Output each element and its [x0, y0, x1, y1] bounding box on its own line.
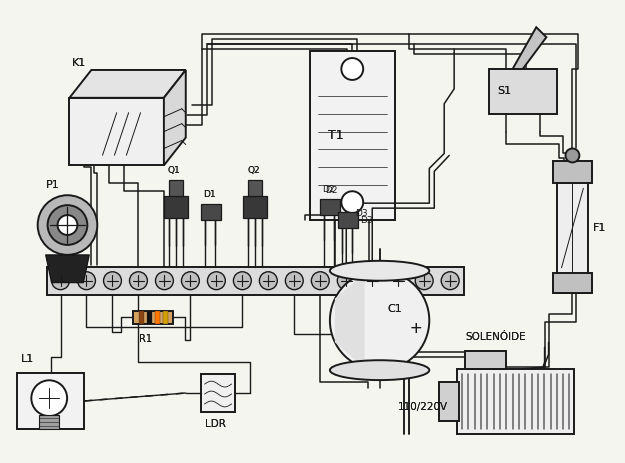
Text: C1: C1 [388, 304, 402, 313]
Text: S1: S1 [497, 86, 511, 96]
Bar [439, 382, 459, 421]
Circle shape [233, 272, 251, 290]
Text: C1: C1 [388, 304, 402, 313]
Text: Q2: Q2 [248, 166, 260, 175]
Text: SOLENÓIDE: SOLENÓIDE [465, 332, 526, 342]
Bar [552, 273, 592, 293]
Circle shape [58, 215, 78, 235]
Circle shape [566, 149, 579, 163]
Text: Q2: Q2 [248, 166, 260, 175]
Bar [489, 69, 556, 114]
Circle shape [156, 272, 173, 290]
Bar [133, 311, 173, 325]
Circle shape [341, 58, 363, 80]
Bar [201, 204, 221, 220]
Bar [338, 212, 357, 228]
Bar [155, 311, 160, 325]
Circle shape [441, 272, 459, 290]
Text: S1: S1 [497, 86, 511, 96]
Text: R1: R1 [139, 334, 152, 344]
Circle shape [311, 272, 329, 290]
Bar [47, 267, 464, 294]
Bar [457, 369, 574, 434]
Polygon shape [335, 273, 364, 368]
Text: +: + [409, 321, 422, 336]
Circle shape [389, 272, 407, 290]
Bar [169, 180, 182, 196]
Text: D1: D1 [202, 190, 215, 199]
Polygon shape [46, 255, 89, 283]
Circle shape [181, 272, 199, 290]
Text: F1: F1 [593, 223, 607, 233]
Text: P1: P1 [46, 180, 59, 190]
Text: Q1: Q1 [168, 166, 181, 175]
Bar [17, 373, 84, 429]
Text: D3: D3 [355, 209, 367, 218]
Circle shape [52, 272, 69, 290]
Text: T1: T1 [328, 129, 344, 142]
Circle shape [341, 191, 363, 213]
Text: Q1: Q1 [168, 166, 181, 175]
Bar [164, 196, 188, 218]
Text: LDR: LDR [204, 419, 226, 429]
Bar [465, 351, 506, 369]
Circle shape [104, 272, 121, 290]
Text: L1: L1 [21, 354, 34, 364]
Bar [556, 163, 588, 293]
Text: D2: D2 [322, 185, 334, 194]
Text: D1: D1 [202, 190, 215, 199]
Circle shape [259, 272, 278, 290]
Circle shape [38, 195, 98, 255]
Bar [39, 415, 59, 429]
Text: D2: D2 [325, 186, 338, 195]
Ellipse shape [330, 261, 429, 281]
Text: K1: K1 [71, 58, 86, 68]
Text: SOLENÓIDE: SOLENÓIDE [465, 332, 526, 342]
Text: T1: T1 [328, 129, 344, 142]
Ellipse shape [330, 360, 429, 380]
Bar [201, 374, 236, 412]
Text: R1: R1 [139, 334, 152, 344]
Text: LDR: LDR [204, 419, 226, 429]
Circle shape [129, 272, 148, 290]
Circle shape [415, 272, 433, 290]
Circle shape [338, 272, 355, 290]
Bar [69, 98, 164, 165]
Circle shape [78, 272, 96, 290]
Polygon shape [512, 27, 546, 69]
Polygon shape [69, 70, 186, 98]
Bar [248, 180, 262, 196]
Bar [552, 162, 592, 183]
Circle shape [286, 272, 303, 290]
Text: D3: D3 [360, 216, 372, 225]
Text: 110/220V: 110/220V [398, 402, 448, 412]
Bar [163, 311, 168, 325]
Text: F1: F1 [593, 223, 607, 233]
Text: +: + [409, 321, 422, 336]
Text: K1: K1 [71, 58, 86, 68]
Circle shape [363, 272, 381, 290]
Bar [320, 199, 340, 215]
Text: 110/220V: 110/220V [398, 402, 448, 412]
Circle shape [208, 272, 226, 290]
Bar [139, 311, 144, 325]
Circle shape [31, 380, 67, 416]
Circle shape [330, 271, 429, 370]
Bar [243, 196, 268, 218]
Polygon shape [164, 70, 186, 165]
Bar [310, 51, 394, 220]
Circle shape [48, 205, 88, 245]
Text: L1: L1 [21, 354, 34, 364]
Text: P1: P1 [46, 180, 59, 190]
Bar [147, 311, 152, 325]
